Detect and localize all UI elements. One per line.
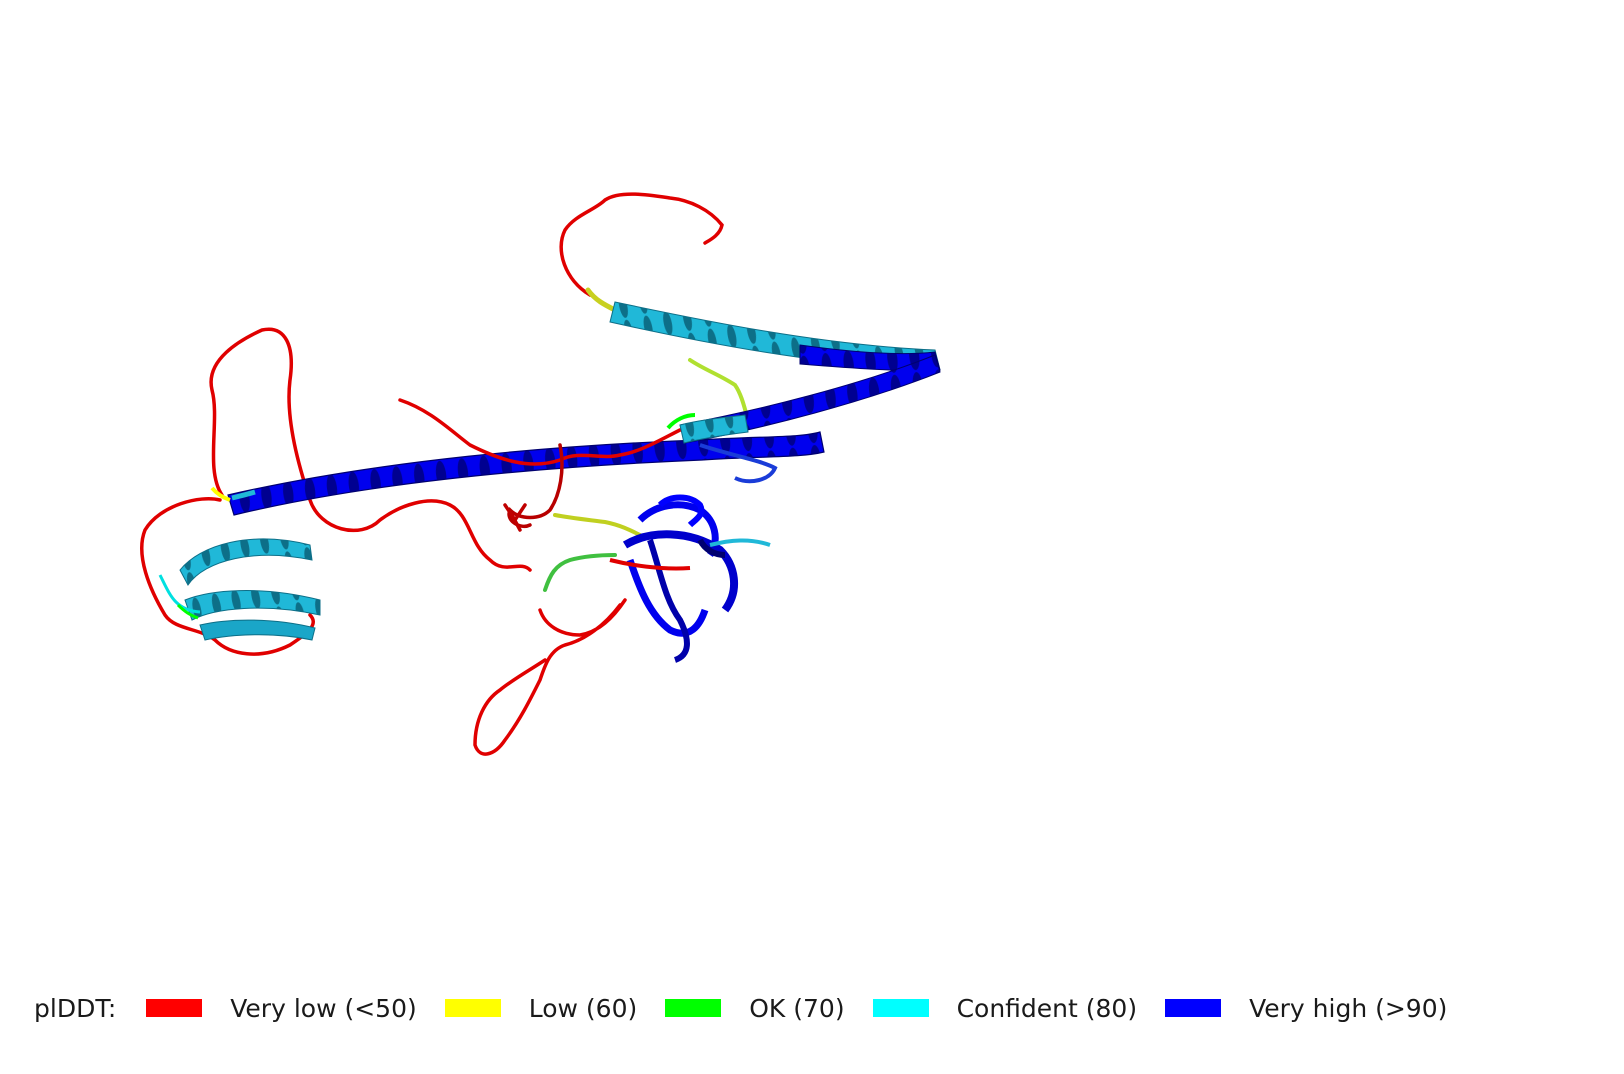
lower-diagonal-helix bbox=[666, 354, 941, 484]
legend-label-low: Low (60) bbox=[528, 993, 638, 1023]
legend-swatch-ok bbox=[665, 999, 722, 1017]
disordered-loop-bottom bbox=[473, 598, 627, 756]
beta-sheet-domain bbox=[609, 494, 771, 663]
legend-item-ok: OK (70) bbox=[665, 993, 845, 1023]
loop-small-center bbox=[503, 503, 527, 532]
legend-item-very-high: Very high (>90) bbox=[1165, 994, 1447, 1023]
helical-domain-left bbox=[158, 538, 321, 641]
legend-item-confident: Confident (80) bbox=[872, 993, 1138, 1023]
legend-swatch-confident bbox=[872, 999, 929, 1017]
legend-title: plDDT: bbox=[34, 993, 117, 1023]
legend-swatch-very-high bbox=[1165, 999, 1222, 1017]
legend-label-very-high: Very high (>90) bbox=[1249, 993, 1448, 1023]
legend-label-ok: OK (70) bbox=[749, 993, 845, 1023]
legend-item-low: Low (60) bbox=[444, 993, 638, 1023]
upper-diagonal-helix bbox=[609, 301, 941, 422]
loop-to-beta-domain bbox=[553, 513, 642, 537]
legend-item-very-low: Very low (<50) bbox=[146, 993, 417, 1023]
loop-ok-segment bbox=[543, 553, 617, 592]
long-central-helix bbox=[210, 431, 825, 516]
legend-swatch-very-low bbox=[146, 999, 203, 1017]
disordered-loop-center bbox=[398, 398, 682, 466]
legend-label-confident: Confident (80) bbox=[956, 993, 1138, 1023]
plddt-legend: plDDT: Very low (<50) Low (60) OK (70) C… bbox=[34, 990, 1475, 1026]
legend-swatch-low bbox=[444, 999, 501, 1017]
protein-structure-render bbox=[140, 192, 941, 756]
loop-top-transition bbox=[585, 287, 618, 313]
legend-label-very-low: Very low (<50) bbox=[230, 993, 417, 1023]
disordered-loop-top bbox=[559, 192, 724, 297]
loop-center-lower bbox=[507, 443, 564, 528]
disordered-loop-left-lower bbox=[140, 497, 315, 656]
